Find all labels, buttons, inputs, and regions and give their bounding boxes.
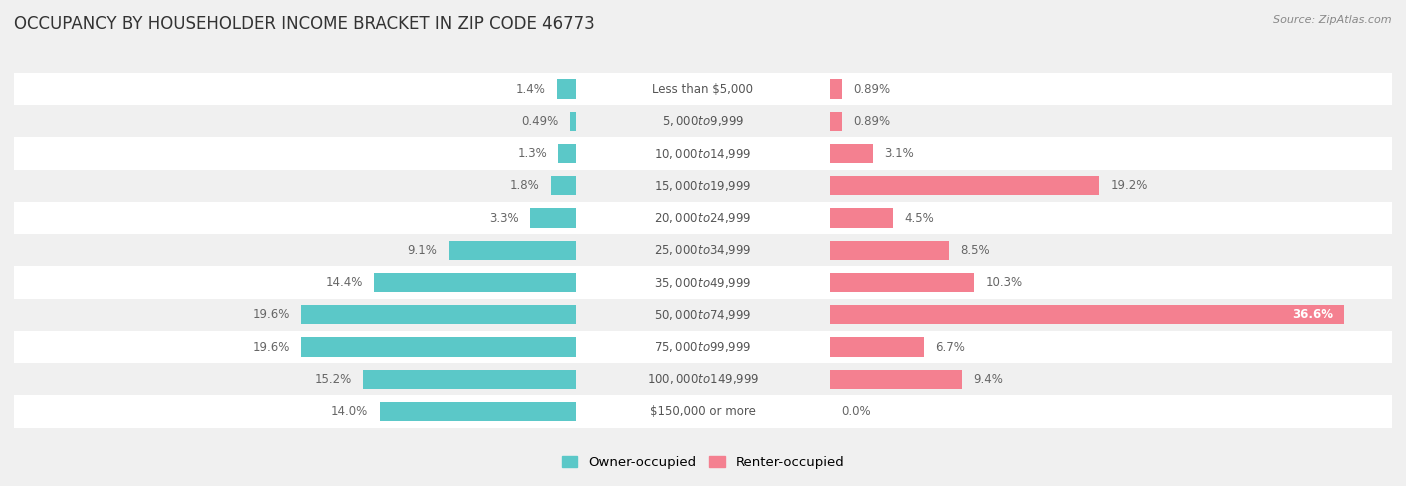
Bar [576,363,830,396]
Bar [530,208,576,228]
Text: $50,000 to $74,999: $50,000 to $74,999 [654,308,752,322]
Bar [576,170,830,202]
Text: $5,000 to $9,999: $5,000 to $9,999 [662,114,744,128]
Text: OCCUPANCY BY HOUSEHOLDER INCOME BRACKET IN ZIP CODE 46773: OCCUPANCY BY HOUSEHOLDER INCOME BRACKET … [14,15,595,33]
Bar [14,396,576,428]
Text: 9.4%: 9.4% [973,373,1002,386]
Bar [14,138,576,170]
Text: 9.1%: 9.1% [408,244,437,257]
Bar [14,234,576,266]
Text: $15,000 to $19,999: $15,000 to $19,999 [654,179,752,193]
Bar [576,202,830,234]
Bar [558,144,576,163]
Bar [830,73,1392,105]
Bar [14,202,576,234]
Text: 1.8%: 1.8% [510,179,540,192]
Bar [830,266,1392,299]
Bar [363,370,576,389]
Bar [830,337,924,357]
Text: $25,000 to $34,999: $25,000 to $34,999 [654,243,752,257]
Bar [14,73,576,105]
Text: 3.1%: 3.1% [884,147,914,160]
Text: 0.0%: 0.0% [841,405,870,418]
Bar [301,337,576,357]
Text: 14.0%: 14.0% [332,405,368,418]
Text: Less than $5,000: Less than $5,000 [652,83,754,96]
Bar [830,208,893,228]
Bar [830,234,1392,266]
Text: 19.2%: 19.2% [1111,179,1149,192]
Bar [374,273,576,292]
Bar [557,79,576,99]
Bar [14,331,576,363]
Text: $20,000 to $24,999: $20,000 to $24,999 [654,211,752,225]
Text: 19.6%: 19.6% [252,341,290,353]
Text: 10.3%: 10.3% [986,276,1022,289]
Text: $100,000 to $149,999: $100,000 to $149,999 [647,372,759,386]
Bar [551,176,576,195]
Text: 4.5%: 4.5% [904,211,934,225]
Text: 1.4%: 1.4% [516,83,546,96]
Bar [830,138,1392,170]
Bar [576,396,830,428]
Bar [14,170,576,202]
Text: $10,000 to $14,999: $10,000 to $14,999 [654,147,752,160]
Text: 36.6%: 36.6% [1292,308,1333,321]
Bar [380,402,576,421]
Bar [830,396,1392,428]
Text: 6.7%: 6.7% [935,341,965,353]
Text: 1.3%: 1.3% [517,147,547,160]
Text: 0.89%: 0.89% [853,83,890,96]
Text: $35,000 to $49,999: $35,000 to $49,999 [654,276,752,290]
Bar [576,138,830,170]
Bar [576,73,830,105]
Text: 3.3%: 3.3% [489,211,519,225]
Bar [14,266,576,299]
Bar [830,112,842,131]
Bar [830,202,1392,234]
Bar [576,331,830,363]
Text: 15.2%: 15.2% [315,373,352,386]
Bar [830,363,1392,396]
Bar [569,112,576,131]
Bar [830,241,949,260]
Bar [576,266,830,299]
Bar [449,241,576,260]
Text: 0.49%: 0.49% [522,115,558,128]
Bar [830,305,1344,325]
Bar [14,299,576,331]
Bar [576,299,830,331]
Bar [14,105,576,138]
Bar [830,105,1392,138]
Bar [301,305,576,325]
Text: 0.89%: 0.89% [853,115,890,128]
Bar [830,170,1392,202]
Bar [830,331,1392,363]
Bar [830,299,1392,331]
Bar [576,234,830,266]
Text: 14.4%: 14.4% [325,276,363,289]
Text: 19.6%: 19.6% [252,308,290,321]
Text: 8.5%: 8.5% [960,244,990,257]
Bar [830,176,1099,195]
Bar [14,363,576,396]
Text: Source: ZipAtlas.com: Source: ZipAtlas.com [1274,15,1392,25]
Bar [830,79,842,99]
Bar [830,144,873,163]
Bar [830,370,962,389]
Legend: Owner-occupied, Renter-occupied: Owner-occupied, Renter-occupied [557,451,849,474]
Bar [830,273,974,292]
Text: $150,000 or more: $150,000 or more [650,405,756,418]
Bar [576,105,830,138]
Text: $75,000 to $99,999: $75,000 to $99,999 [654,340,752,354]
